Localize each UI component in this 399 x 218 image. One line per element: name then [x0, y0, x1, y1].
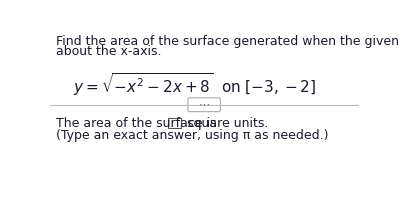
Text: The area of the surface is: The area of the surface is [56, 117, 217, 130]
Text: square units.: square units. [183, 117, 269, 130]
Text: ⋯: ⋯ [199, 100, 209, 110]
FancyBboxPatch shape [188, 98, 220, 112]
Text: about the x-axis.: about the x-axis. [56, 45, 162, 58]
Bar [168, 118, 181, 128]
Text: Find the area of the surface generated when the given curve is revolved: Find the area of the surface generated w… [56, 35, 399, 48]
Text: $y = \sqrt{-x^2-2x+8}$  on $[-3, -2]$: $y = \sqrt{-x^2-2x+8}$ on $[-3, -2]$ [73, 71, 316, 98]
Text: (Type an exact answer, using π as needed.): (Type an exact answer, using π as needed… [56, 129, 328, 142]
